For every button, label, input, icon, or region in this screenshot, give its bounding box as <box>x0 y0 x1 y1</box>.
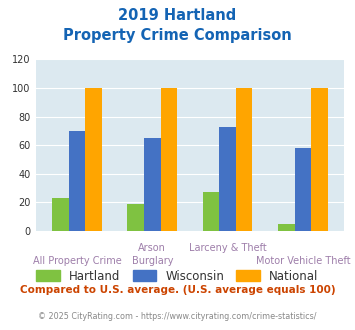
Text: © 2025 CityRating.com - https://www.cityrating.com/crime-statistics/: © 2025 CityRating.com - https://www.city… <box>38 312 317 321</box>
Bar <box>203 192 219 231</box>
Bar <box>144 138 160 231</box>
Text: Larceny & Theft: Larceny & Theft <box>189 243 267 252</box>
Bar <box>160 88 177 231</box>
Bar <box>236 88 252 231</box>
Bar <box>85 88 102 231</box>
Bar <box>219 127 236 231</box>
Bar <box>52 198 69 231</box>
Text: All Property Crime: All Property Crime <box>33 256 121 266</box>
Text: Property Crime Comparison: Property Crime Comparison <box>63 28 292 43</box>
Text: Burglary: Burglary <box>131 256 173 266</box>
Text: Arson: Arson <box>138 243 166 252</box>
Bar <box>278 224 295 231</box>
Bar <box>295 148 311 231</box>
Text: Compared to U.S. average. (U.S. average equals 100): Compared to U.S. average. (U.S. average … <box>20 285 335 295</box>
Legend: Hartland, Wisconsin, National: Hartland, Wisconsin, National <box>32 265 323 287</box>
Bar <box>127 204 144 231</box>
Text: 2019 Hartland: 2019 Hartland <box>118 8 237 23</box>
Bar <box>69 131 85 231</box>
Bar <box>311 88 328 231</box>
Text: Motor Vehicle Theft: Motor Vehicle Theft <box>256 256 350 266</box>
